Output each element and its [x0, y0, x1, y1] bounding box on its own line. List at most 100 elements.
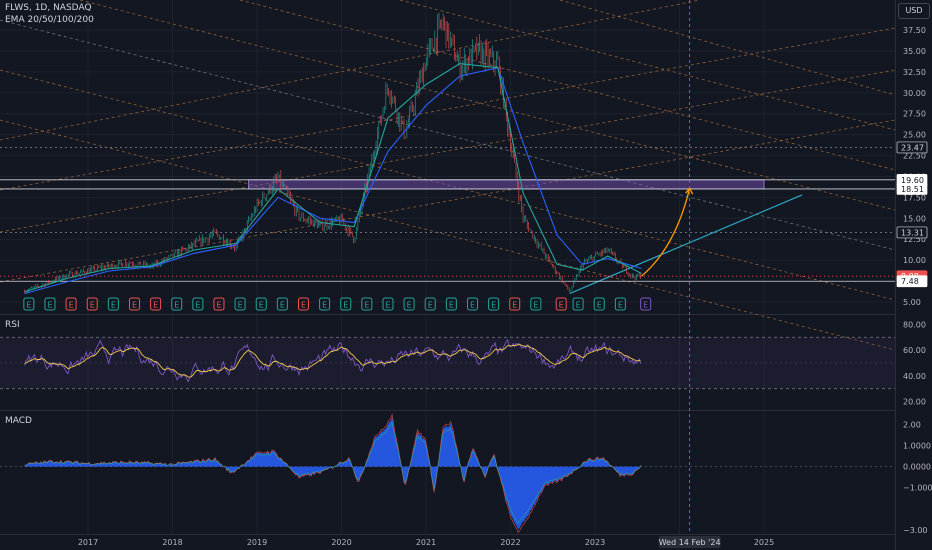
earnings-marker-label: E — [385, 301, 390, 310]
price-label-text: 13.31 — [901, 228, 924, 237]
earnings-marker[interactable]: E — [382, 297, 394, 311]
earnings-marker-box — [488, 297, 500, 311]
earnings-marker-box — [319, 297, 331, 311]
earnings-marker[interactable]: E — [297, 297, 309, 311]
date-highlight-text: Wed 14 Feb '24 — [659, 538, 721, 547]
support-trendline — [569, 194, 803, 295]
price-tick-label: 25.00 — [903, 131, 926, 140]
earnings-marker-label: E — [428, 301, 433, 310]
channel-lines — [0, 0, 896, 351]
earnings-marker[interactable]: E — [276, 297, 288, 311]
earnings-marker[interactable]: E — [234, 297, 246, 311]
price-tick-label: 17.50 — [903, 193, 926, 202]
price-label-text: 19.60 — [901, 176, 924, 185]
ema-50-line — [24, 67, 642, 295]
earnings-marker[interactable]: E — [403, 297, 415, 311]
earnings-marker-box — [44, 297, 56, 311]
earnings-marker-box — [213, 297, 225, 311]
macd-tick-label: 0.0000 — [903, 463, 931, 472]
price-label-box — [896, 183, 928, 195]
earnings-marker-box — [192, 297, 204, 311]
earnings-marker[interactable]: E — [466, 297, 478, 311]
earnings-marker-label: E — [576, 301, 581, 310]
earnings-marker-box — [23, 297, 35, 311]
ema-lines — [24, 63, 642, 295]
earnings-marker[interactable]: E — [23, 297, 35, 311]
price-label-tag: 13.31 — [896, 226, 928, 239]
earnings-marker-label: E — [216, 301, 221, 310]
macd-label[interactable]: MACD — [5, 416, 32, 426]
earnings-marker[interactable]: E — [340, 297, 352, 311]
earnings-marker-label: E — [301, 301, 306, 310]
earnings-marker[interactable]: E — [65, 297, 77, 311]
channel-line-9 — [559, 0, 896, 96]
earnings-marker[interactable]: E — [361, 297, 373, 311]
earnings-marker-label: E — [153, 301, 158, 310]
time-axis[interactable]: 201720182019202020212022202320242025Wed … — [78, 536, 774, 548]
earnings-marker[interactable]: E — [44, 297, 56, 311]
earnings-marker-label: E — [597, 301, 602, 310]
channel-line-2 — [0, 27, 896, 191]
earnings-marker[interactable]: E — [614, 297, 626, 311]
earnings-marker[interactable]: E — [640, 297, 652, 311]
price-label-text: 7.48 — [901, 277, 919, 286]
price-label-box — [896, 226, 928, 239]
earnings-marker[interactable]: E — [509, 297, 521, 311]
earnings-marker[interactable]: E — [150, 297, 162, 311]
earnings-marker[interactable]: E — [107, 297, 119, 311]
price-axis[interactable]: 37.50 35.00 32.50 30.00 27.50 25.00 22.50 20.00… — [896, 0, 932, 550]
resistance-zone[interactable] — [248, 179, 765, 190]
price-label-text: 23.47 — [901, 143, 924, 152]
ema-legend[interactable]: EMA 20/50/100/200 — [5, 15, 94, 25]
earnings-marker[interactable]: E — [593, 297, 605, 311]
earnings-marker-box — [382, 297, 394, 311]
ema-20-line — [24, 63, 642, 293]
earnings-marker-box — [150, 297, 162, 311]
earnings-marker[interactable]: E — [319, 297, 331, 311]
earnings-marker-label: E — [449, 301, 454, 310]
earnings-marker-box — [509, 297, 521, 311]
date-highlight-tag: Wed 14 Feb '24 — [658, 536, 721, 548]
earnings-marker[interactable]: E — [171, 297, 183, 311]
earnings-marker[interactable]: E — [424, 297, 436, 311]
earnings-marker[interactable]: E — [213, 297, 225, 311]
earnings-marker-box — [555, 297, 567, 311]
earnings-marker-label: E — [259, 301, 264, 310]
earnings-marker[interactable]: E — [255, 297, 267, 311]
earnings-marker[interactable]: E — [572, 297, 584, 311]
macd-tick-label: −3.00 — [903, 526, 928, 535]
earnings-marker-label: E — [174, 301, 179, 310]
year-tick-label: 2019 — [247, 538, 267, 547]
earnings-marker[interactable]: E — [530, 297, 542, 311]
earnings-marker-label: E — [26, 301, 31, 310]
year-tick-label: 2025 — [754, 538, 774, 547]
earnings-marker[interactable]: E — [488, 297, 500, 311]
earnings-marker-label: E — [343, 301, 348, 310]
channel-line-7 — [239, 0, 896, 171]
earnings-marker-label: E — [491, 301, 496, 310]
channel-line-5 — [0, 119, 896, 351]
price-tick-label: 22.50 — [903, 152, 926, 161]
earnings-marker-label: E — [69, 301, 74, 310]
symbol-title: FLWS, 1D, NASDAQ — [5, 3, 92, 13]
rsi-pane — [0, 336, 895, 390]
earnings-marker[interactable]: E — [128, 297, 140, 311]
year-tick-label: 2020 — [331, 538, 351, 547]
earnings-marker[interactable]: E — [86, 297, 98, 311]
earnings-marker-box — [572, 297, 584, 311]
rsi-label[interactable]: RSI — [5, 320, 20, 330]
year-tick-label: 2022 — [500, 538, 520, 547]
macd-tick-label: −1.0000 — [903, 484, 932, 493]
macd-histogram — [24, 417, 642, 530]
projection-path[interactable] — [641, 186, 694, 277]
earnings-marker-box — [171, 297, 183, 311]
earnings-marker[interactable]: E — [555, 297, 567, 311]
currency-button[interactable]: USD — [898, 3, 930, 19]
earnings-marker-box — [276, 297, 288, 311]
projection-curve — [641, 188, 691, 277]
earnings-marker[interactable]: E — [192, 297, 204, 311]
earnings-marker[interactable]: E — [445, 297, 457, 311]
horizontal-levels — [0, 147, 895, 282]
